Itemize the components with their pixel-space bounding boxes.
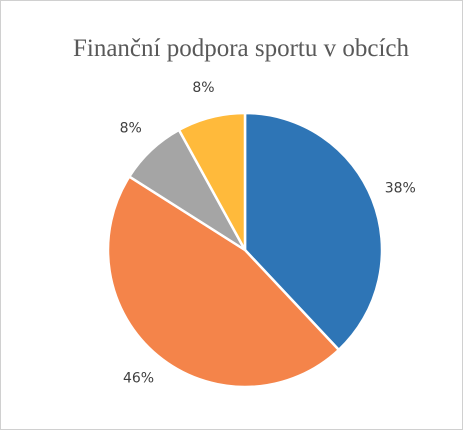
pie-slice — [243, 111, 384, 352]
data-label: 8% — [120, 120, 142, 136]
data-label: 8% — [192, 80, 214, 96]
chart-title: Finanční podpora sportu v obcích — [73, 35, 410, 62]
data-label: 38% — [385, 181, 416, 197]
data-label: 46% — [123, 371, 154, 387]
pie-slice — [177, 111, 247, 251]
pie-slice — [106, 174, 341, 389]
